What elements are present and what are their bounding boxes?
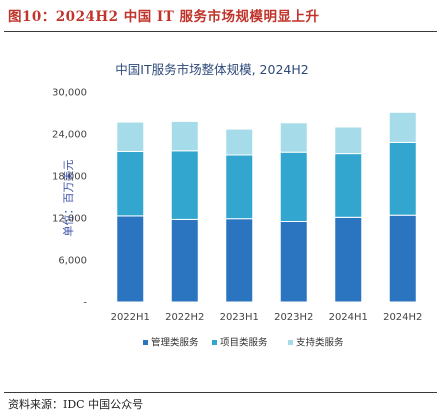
y-tick-label: 6,000 bbox=[58, 256, 87, 267]
x-tick-label: 2023H1 bbox=[220, 312, 259, 323]
legend-label: 支持类服务 bbox=[296, 337, 344, 349]
legend-label: 管理类服务 bbox=[151, 337, 199, 349]
bar-segment bbox=[170, 218, 199, 303]
bar-segment bbox=[170, 150, 199, 220]
legend-label: 项目类服务 bbox=[220, 337, 268, 349]
bar-segment bbox=[170, 120, 199, 152]
top-rule bbox=[4, 31, 437, 32]
chart-title: 中国IT服务市场整体规模, 2024H2 bbox=[115, 62, 308, 77]
bar-segment bbox=[279, 122, 308, 153]
bar-segment bbox=[334, 126, 363, 155]
bar-segment bbox=[279, 151, 308, 222]
bar-segment bbox=[225, 128, 254, 156]
legend-swatch bbox=[212, 340, 217, 345]
x-tick-label: 2023H2 bbox=[274, 312, 313, 323]
bar-segment bbox=[334, 216, 363, 303]
x-tick-label: 2022H2 bbox=[165, 312, 204, 323]
y-tick-label: 30,000 bbox=[52, 88, 87, 99]
bar-segment bbox=[279, 221, 308, 303]
source-note: 资料来源：IDC 中国公众号 bbox=[8, 398, 144, 411]
legend: 管理类服务 项目类服务 支持类服务 bbox=[143, 337, 344, 349]
bar-segment bbox=[388, 111, 417, 143]
stacked-bar-chart: 中国IT服务市场整体规模, 2024H2 单位：百万美元 - 6,000 12,00… bbox=[52, 62, 423, 349]
bar-segment bbox=[225, 154, 254, 220]
bar-segment bbox=[388, 214, 417, 303]
x-axis-ticks: 2022H1 2022H2 2023H1 2023H2 2024H1 2024H2 bbox=[111, 312, 423, 323]
bar-segment bbox=[388, 141, 417, 216]
figure-title: 图10：2024H2 中国 IT 服务市场规模明显上升 bbox=[8, 9, 320, 25]
legend-swatch bbox=[143, 340, 148, 345]
y-axis-label: 单位：百万美元 bbox=[61, 160, 75, 237]
bar-segment bbox=[116, 151, 145, 217]
legend-swatch bbox=[288, 340, 293, 345]
bar-segment bbox=[334, 153, 363, 218]
y-axis-ticks: - 6,000 12,000 18,000 24,000 30,000 bbox=[52, 88, 87, 309]
y-tick-label: 12,000 bbox=[52, 214, 87, 225]
y-tick-label: 24,000 bbox=[52, 130, 87, 141]
y-tick-label: - bbox=[83, 298, 87, 309]
bars bbox=[116, 111, 417, 303]
y-tick-label: 18,000 bbox=[52, 172, 87, 183]
bar-segment bbox=[116, 215, 145, 303]
x-tick-label: 2024H2 bbox=[383, 312, 422, 323]
x-tick-label: 2022H1 bbox=[111, 312, 150, 323]
bottom-rule bbox=[4, 392, 437, 393]
bar-segment bbox=[225, 218, 254, 303]
bar-segment bbox=[116, 121, 145, 152]
x-tick-label: 2024H1 bbox=[329, 312, 368, 323]
